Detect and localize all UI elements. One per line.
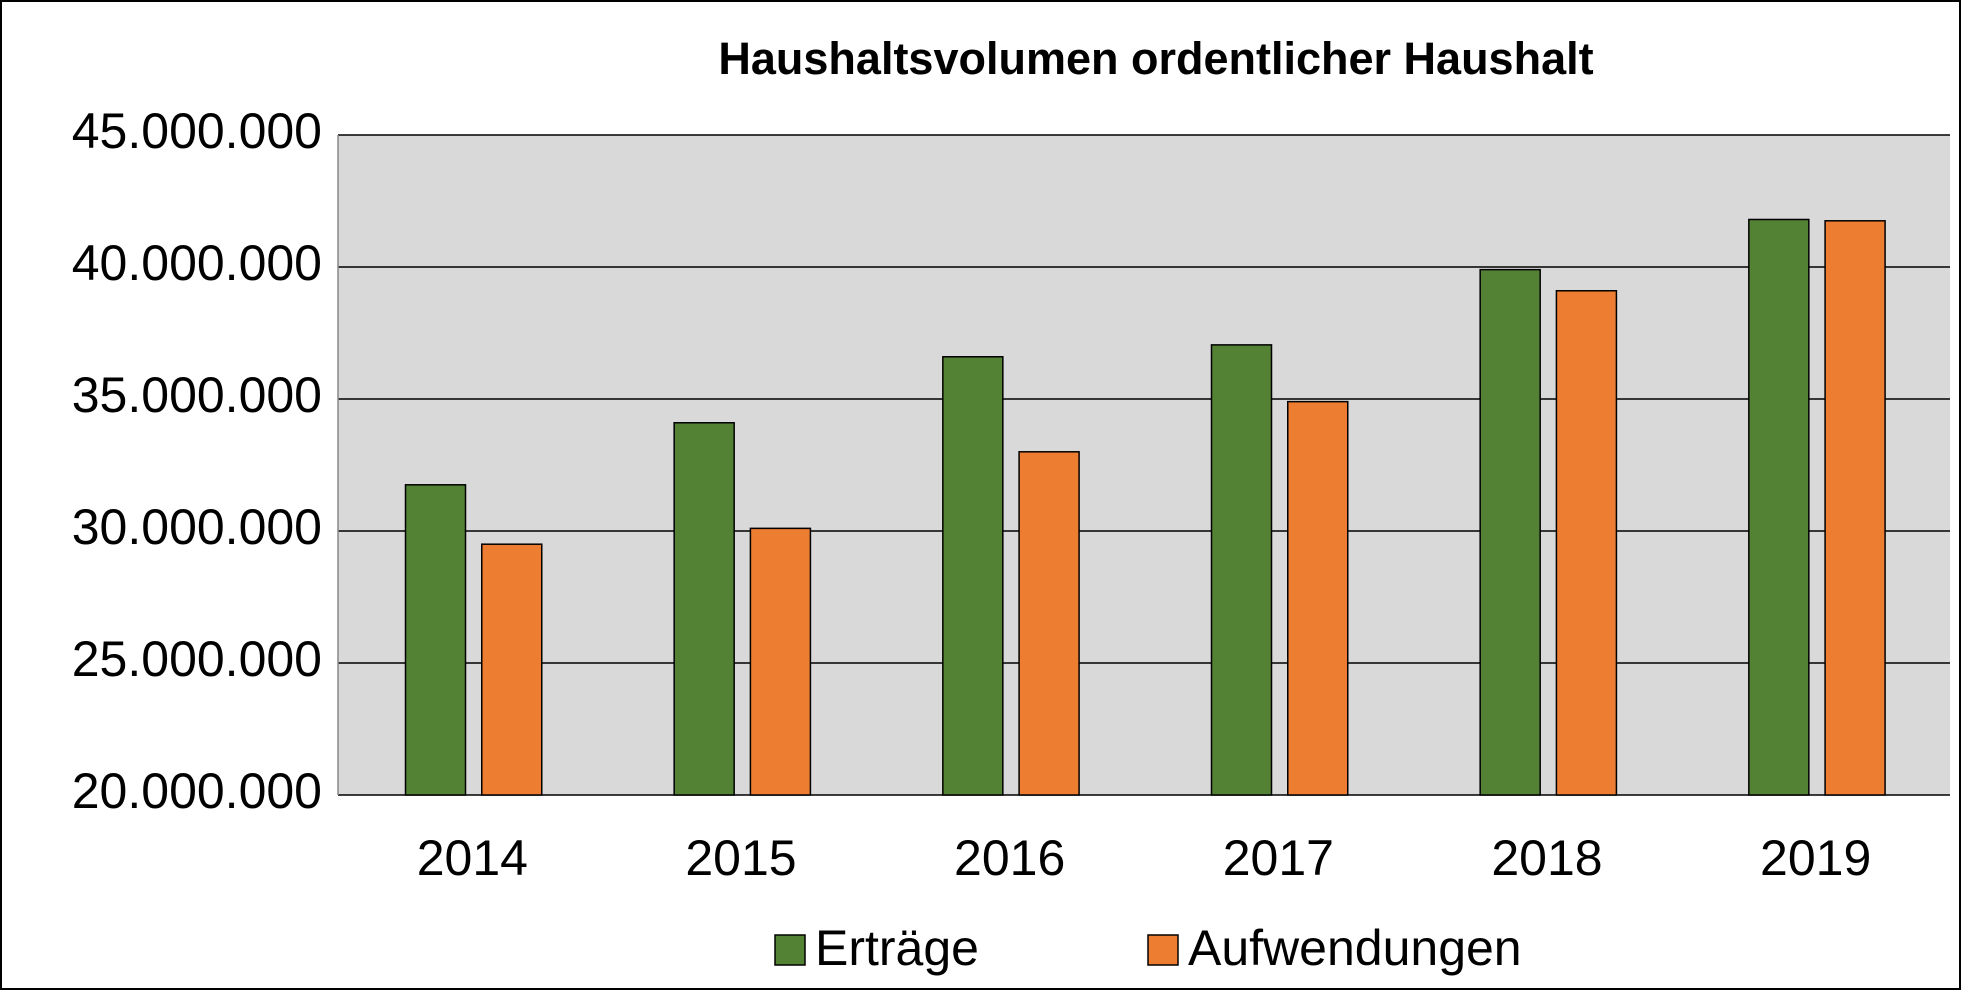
bar (749, 527, 812, 796)
bar (1018, 451, 1080, 796)
y-tick-label: 40.000.000 (72, 235, 322, 291)
bar (1555, 290, 1618, 796)
legend-swatch (1147, 934, 1179, 966)
bar (1824, 220, 1886, 796)
y-tick-label: 30.000.000 (72, 499, 322, 555)
bar (942, 356, 1004, 796)
bar (1287, 400, 1349, 796)
bar (404, 484, 467, 796)
chart-title: Haushaltsvolumen ordentlicher Haushalt (718, 33, 1593, 84)
bar (1748, 218, 1810, 796)
y-tick-label: 20.000.000 (72, 763, 322, 819)
bar (1479, 268, 1541, 796)
x-tick-label: 2018 (1491, 830, 1602, 886)
bar (1210, 344, 1273, 796)
y-tick-label: 25.000.000 (72, 631, 322, 687)
x-tick-label: 2019 (1760, 830, 1871, 886)
y-tick-label: 45.000.000 (72, 103, 322, 159)
x-tick-label: 2017 (1223, 830, 1334, 886)
legend-swatch (774, 934, 806, 966)
x-tick-label: 2016 (954, 830, 1065, 886)
plot-area (338, 135, 1950, 795)
y-tick-label: 35.000.000 (72, 367, 322, 423)
x-tick-label: 2015 (685, 830, 796, 886)
legend-label: Erträge (815, 920, 979, 976)
bar (481, 543, 543, 796)
legend-label: Aufwendungen (1188, 920, 1522, 976)
bar (673, 422, 735, 796)
x-tick-label: 2014 (417, 830, 528, 886)
